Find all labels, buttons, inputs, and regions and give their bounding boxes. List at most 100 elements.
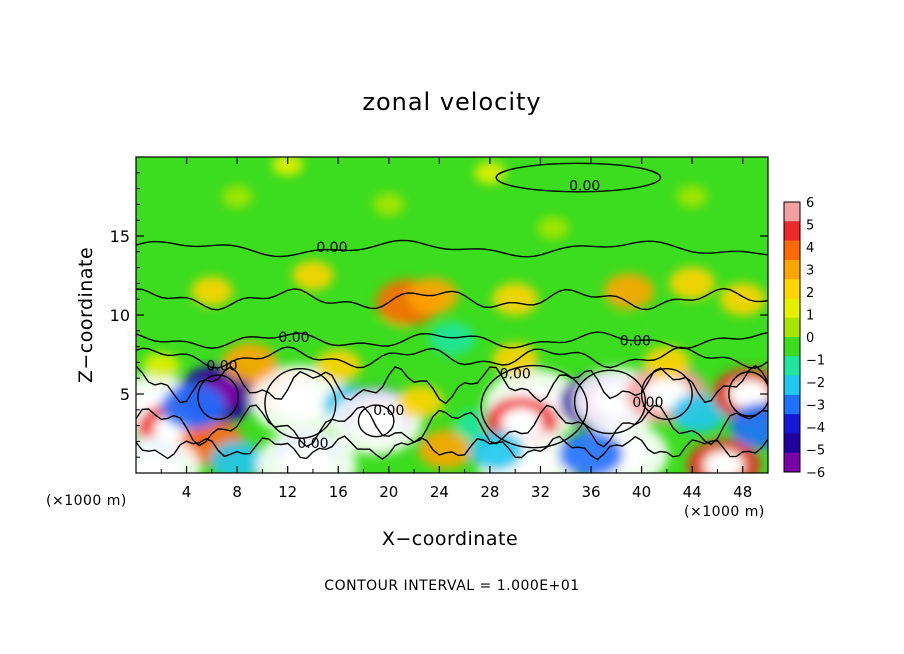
colorbar-swatch	[784, 202, 800, 222]
y-tick-label: 10	[110, 306, 130, 325]
field-cell	[160, 383, 225, 430]
field-cell	[537, 216, 569, 240]
x-tick-label: 16	[329, 483, 348, 501]
field-cell	[474, 161, 506, 185]
colorbar-label: −5	[806, 444, 825, 459]
contour-loop	[480, 364, 588, 449]
contour-label: 0.00	[278, 330, 309, 346]
contour-loop	[728, 371, 768, 417]
y-axis-ticks: 5 10 15	[110, 172, 768, 458]
x-tick-label: 28	[480, 483, 499, 501]
zero-contour	[136, 239, 768, 258]
colorbar-label: −4	[806, 421, 825, 436]
colorbar-swatch	[784, 414, 800, 434]
field-cell	[492, 342, 539, 376]
colorbar-swatch	[784, 433, 800, 454]
colorbar-label: 6	[806, 196, 814, 211]
field-core	[272, 380, 328, 420]
colorbar-swatch	[784, 221, 800, 242]
colorbar-label: 4	[806, 241, 814, 256]
field-cell	[719, 282, 766, 316]
x-tick-label: 24	[430, 483, 449, 501]
colorbar-label: −1	[806, 354, 825, 369]
field-cell	[669, 267, 716, 300]
field-cell	[468, 431, 524, 471]
field-cell	[315, 349, 362, 382]
field-core	[728, 379, 768, 409]
x-tick-label: 32	[531, 483, 550, 501]
colorbar-swatch	[784, 394, 800, 415]
field-cell	[559, 431, 624, 473]
zero-contour	[136, 331, 768, 350]
contour-label: 0.00	[206, 359, 237, 375]
zero-contour	[136, 287, 768, 311]
colorbar-label: −3	[806, 399, 825, 414]
contour-label: 0.00	[316, 240, 347, 256]
colorbar-swatch	[784, 240, 800, 261]
contour-loop	[264, 368, 337, 439]
field-cell	[272, 157, 304, 176]
colorbar-label: 2	[806, 286, 814, 301]
x-tick-label: 20	[379, 483, 398, 501]
colorbar-label: 3	[806, 264, 814, 279]
x-tick-label: 48	[733, 483, 752, 501]
field-cell	[397, 385, 444, 419]
zero-contour	[136, 364, 768, 405]
zero-contour	[136, 346, 768, 369]
field-cell	[429, 322, 475, 356]
contour-label: 0.00	[569, 178, 600, 194]
contour-label: 0.00	[500, 366, 531, 382]
field-cell	[191, 276, 233, 307]
field-core	[279, 445, 335, 473]
contour-loop	[197, 374, 240, 420]
colorbar-label: 0	[806, 331, 814, 346]
contour-label: 0.00	[632, 395, 663, 411]
contour-loop	[573, 369, 647, 435]
x-tick-label: 40	[632, 483, 651, 501]
zero-contour	[136, 404, 768, 448]
x-tick-label: 44	[683, 483, 702, 501]
colorbar-swatch	[784, 375, 800, 396]
field-cell	[603, 273, 655, 310]
colorbar-label: −6	[806, 466, 825, 481]
field-cell	[670, 393, 726, 433]
colorbar-swatch	[784, 298, 800, 319]
colorbar-swatch	[784, 452, 800, 473]
contour-interval-note: CONTOUR INTERVAL = 1.000E+01	[324, 578, 580, 594]
contour-label: 0.00	[373, 403, 404, 419]
x-tick-label: 4	[182, 483, 192, 501]
colorbar-frame	[783, 201, 801, 473]
x-tick-label: 36	[581, 483, 600, 501]
y-tick-label: 15	[110, 227, 130, 246]
y-tick-label: 5	[120, 385, 130, 404]
contour-label: 0.00	[297, 436, 328, 452]
field-cell	[373, 193, 405, 216]
zero-contour	[136, 435, 768, 461]
field-cell	[209, 440, 265, 473]
field-cell	[595, 316, 638, 346]
colorbar-swatch	[784, 279, 800, 299]
contour-label: 0.00	[620, 333, 651, 349]
velocity-field	[136, 157, 768, 473]
field-cell	[292, 260, 334, 291]
x-axis-label: X−coordinate	[381, 528, 519, 550]
field-cell	[492, 282, 539, 316]
field-cell	[676, 185, 708, 208]
contour-loop	[640, 368, 693, 420]
field-cell	[418, 429, 474, 469]
x-unit-label-right: (×1000 m)	[684, 504, 765, 520]
contour-loop	[495, 162, 662, 193]
colorbar-label: 1	[806, 309, 814, 324]
colorbar-swatch	[784, 356, 800, 377]
colorbar-label: 5	[806, 219, 814, 234]
field-cell	[221, 185, 253, 208]
x-unit-label-left: (×1000 m)	[46, 493, 127, 509]
contour-loop	[357, 404, 395, 438]
x-axis-ticks: 4 8 12 16 20 24 28 32 36 40 44 48	[160, 157, 752, 501]
contour-labels: 0.00 0.00 0.00 0.00 0.00 0.00 0.00 0.00 0.00	[206, 178, 663, 452]
contour-lines	[136, 162, 768, 461]
colorbar-swatch	[784, 317, 800, 338]
colorbar-swatch	[784, 259, 800, 280]
